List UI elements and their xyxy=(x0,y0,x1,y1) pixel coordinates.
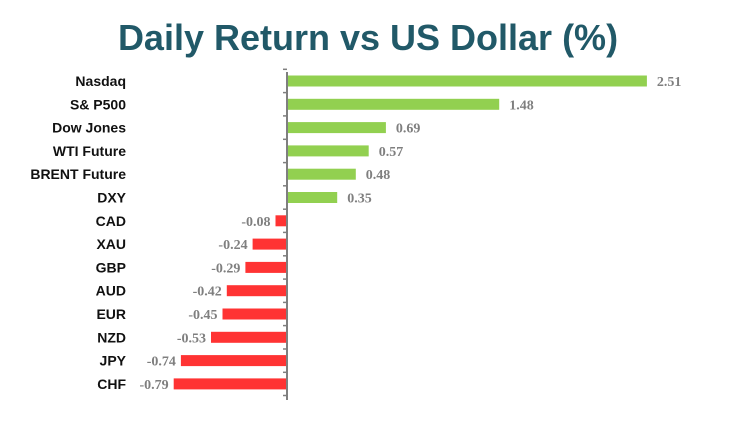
bar-dow-jones xyxy=(287,122,386,134)
category-label: EUR xyxy=(96,306,126,322)
category-label: GBP xyxy=(96,259,126,275)
value-label: 0.57 xyxy=(379,145,404,160)
bars-group xyxy=(173,75,647,390)
category-label: DXY xyxy=(97,190,126,206)
bar-nasdaq xyxy=(287,75,647,87)
category-label: WTI Future xyxy=(53,143,126,159)
category-label: S& P500 xyxy=(70,96,126,112)
bar-brent-future xyxy=(287,168,356,180)
category-label: Nasdaq xyxy=(75,73,126,89)
category-label: BRENT Future xyxy=(30,166,126,182)
bar-xau xyxy=(252,238,287,250)
bar-aud xyxy=(226,285,287,297)
value-label: -0.74 xyxy=(147,355,176,370)
value-label: -0.29 xyxy=(211,261,240,276)
value-label: -0.79 xyxy=(140,378,169,393)
chart-title: Daily Return vs US Dollar (%) xyxy=(118,17,618,58)
category-label: NZD xyxy=(97,329,126,345)
bar-wti-future xyxy=(287,145,369,157)
value-label: 0.35 xyxy=(347,192,372,207)
category-label: CAD xyxy=(96,213,126,229)
value-label: -0.08 xyxy=(241,215,270,230)
value-label: 2.51 xyxy=(657,75,682,90)
category-labels-group: Nasdaq S& P500 Dow Jones WTI Future BRENT Fu… xyxy=(30,73,126,392)
bar-dxy xyxy=(287,192,338,203)
category-label: AUD xyxy=(96,283,126,299)
value-label: 0.69 xyxy=(396,122,421,137)
bar-gbp xyxy=(245,261,287,273)
value-label: 1.48 xyxy=(509,98,534,113)
value-labels-group: 2.51 1.48 0.69 0.57 0.48 0.35 -0.08 -0.24 -0.29 -… xyxy=(140,75,682,393)
bar-cad xyxy=(275,215,287,227)
category-label: XAU xyxy=(96,236,126,252)
value-label: 0.48 xyxy=(366,168,391,183)
bar-chf xyxy=(173,378,287,390)
bar-jpy xyxy=(180,355,287,367)
value-label: -0.24 xyxy=(218,238,247,253)
value-label: -0.45 xyxy=(188,308,217,323)
value-label: -0.42 xyxy=(193,285,222,300)
bar-s-p500 xyxy=(287,98,500,110)
category-label: JPY xyxy=(100,353,127,369)
value-label: -0.53 xyxy=(177,331,206,346)
bar-eur xyxy=(222,308,287,320)
bar-nzd xyxy=(211,331,287,343)
axis-group xyxy=(283,68,288,400)
category-label: Dow Jones xyxy=(52,120,126,136)
category-label: CHF xyxy=(97,376,126,392)
